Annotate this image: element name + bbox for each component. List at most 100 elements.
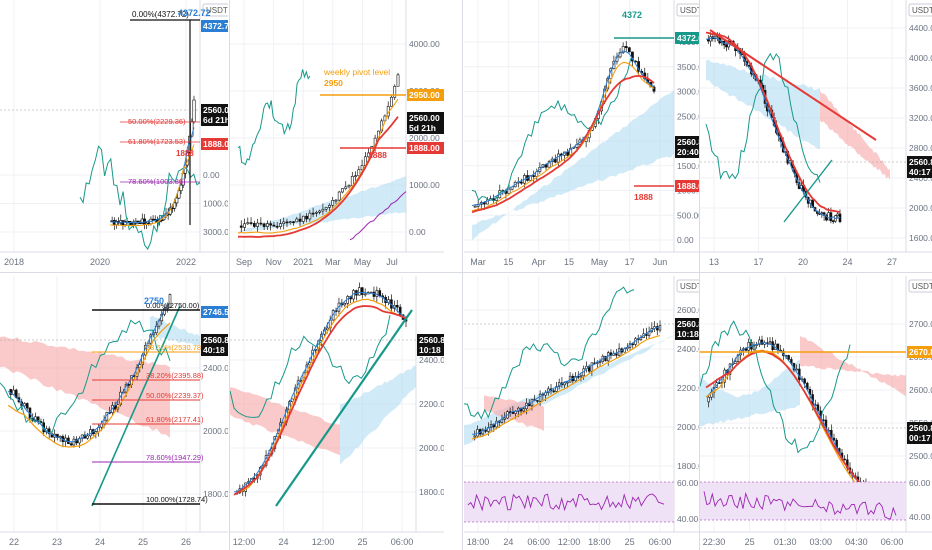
y-tick-label: 2000.00 [409,133,440,143]
y-tick-label: 2200.00 [419,399,444,409]
tenkan-line [471,50,655,207]
price-tag [675,136,700,158]
fib-label: 38.20%(2395.88) [146,371,204,380]
chart-panel-15m-rsi[interactable]: 18:00 24 06:00 12:00 18:00 25 06:00 2600.00 2400… [464,276,700,550]
y-tick-label: 2400.00 [677,344,700,354]
x-tick-label: 06:00 [881,537,904,547]
panel-divider [462,0,463,550]
candle-body [482,202,486,205]
y-tick-label: 2200.00 [677,383,700,393]
candle-body [538,393,542,402]
fib-label: 50.00%(2239.37) [146,391,204,400]
currency-label: USDT [912,282,932,291]
x-tick-label: 25 [138,537,148,547]
y-tick-label: 0.00 [409,227,426,237]
currency-label: USDT [680,6,700,15]
chart-panel-btc-monthly-fib[interactable]: 2018 2020 2022 0.00 1000.00 3000.00 USDT 0.00%(… [0,0,228,270]
candle-body [590,362,594,372]
candle-body [563,382,566,386]
low-label: 1888 [634,192,653,202]
chart-panel-5m-rsi[interactable]: 22:302501:3003:0004:3006:002700.002650.0… [700,276,932,550]
tenkan-line [472,326,661,435]
y-tick-label: 2400.00 [419,355,444,365]
candle-body [555,386,558,392]
price-tag-label: 1888.00 [409,143,440,153]
candle-body [127,384,131,386]
candle-body [503,417,506,420]
x-tick-label: 22:30 [703,537,726,547]
candle-body [706,39,710,42]
price-tag [907,156,932,178]
candle-body [822,212,826,216]
candle-body [173,202,177,209]
currency-badge [676,3,700,17]
candle-body [239,225,243,228]
rsi-tick-label: 60.00 [909,478,931,488]
currency-badge [908,279,932,293]
price-tag-label: 2560.89 [203,335,228,345]
currency-label: USDT [680,282,700,291]
candle-body [360,287,364,295]
candle-body [354,175,357,177]
rsi-line [467,493,665,512]
fib-label: 50.00%(2229.36) [128,117,186,126]
low-label: 1888 [176,149,194,158]
fib-label: 78.60%(1003.36) [128,177,186,186]
lagging-span-line [700,320,851,454]
currency-label: USDT [912,6,932,15]
candle-body [288,221,292,223]
candle-body [831,220,835,223]
price-tag-label: 2560.89 [909,157,932,167]
candle-body [473,435,476,438]
price-tag [407,142,444,154]
candle-body [372,291,376,297]
x-tick-label: 12:00 [312,537,335,547]
trend-line [709,29,877,141]
candle-body [624,46,628,49]
candle-body [358,287,361,296]
chart-panel-daily-ichimoku[interactable]: Mar15Apr15May17Jun4000.003500.003000.002… [464,0,700,270]
chart-panel-4h-trendline[interactable]: 13 17 20 24 27 4400.00 4000.00 3600.00 3200.00 28… [700,0,932,270]
chart-panel-1h-fib-retracement[interactable]: 22 23 24 25 26 2400.00 2000.00 1800.00 0.00%(275… [0,276,228,550]
x-tick-label: 06:00 [527,537,550,547]
price-tag-countdown: 5d 21h [409,123,436,133]
chart-panel-30m-trendline[interactable]: 12:00 24 12:00 25 06:00 2400.00 2200.00 2000.00… [230,276,444,550]
high-label: 4372 [622,10,642,20]
candle-body [341,188,344,193]
candle-body [328,204,331,208]
candle-body [314,212,318,214]
lagging-span-line [705,52,821,183]
candle-body [816,404,820,412]
kijun-line [349,191,407,241]
x-tick-label: Jun [653,257,668,267]
x-tick-label: 15 [564,257,574,267]
candle-body [308,212,312,220]
candle-body [787,355,790,360]
y-tick-label: 4000.00 [409,39,440,49]
x-tick-label: 26 [181,537,191,547]
pivot-label: 2950 [324,78,343,88]
y-tick-label: 2000.00 [909,203,932,213]
x-tick-label: 2021 [293,257,313,267]
candle-body [293,387,297,400]
moving-average-line [7,322,171,448]
candle-body [279,223,282,227]
price-tag-label: 2950.00 [409,90,440,100]
candle-body [396,74,400,87]
ichimoku-cloud [340,365,416,465]
x-tick-label: 17 [753,257,763,267]
x-tick-label: 24 [842,257,852,267]
chart-panel-weekly-pivot[interactable]: SepNov2021MarMayJul4000.003000.002000.00… [230,0,444,270]
price-tag-countdown: 40:17 [909,167,931,177]
candle-body [378,290,382,297]
moving-average-line [109,144,195,227]
candle-body [536,400,539,402]
candle-body [259,222,263,225]
candle-body [269,223,273,226]
price-tag-countdown: 40:18 [203,345,225,355]
candle-body [615,353,618,356]
candle-body [604,355,607,362]
x-tick-label: 24 [503,537,513,547]
tenkan-line [7,302,171,443]
price-tag [407,89,444,101]
